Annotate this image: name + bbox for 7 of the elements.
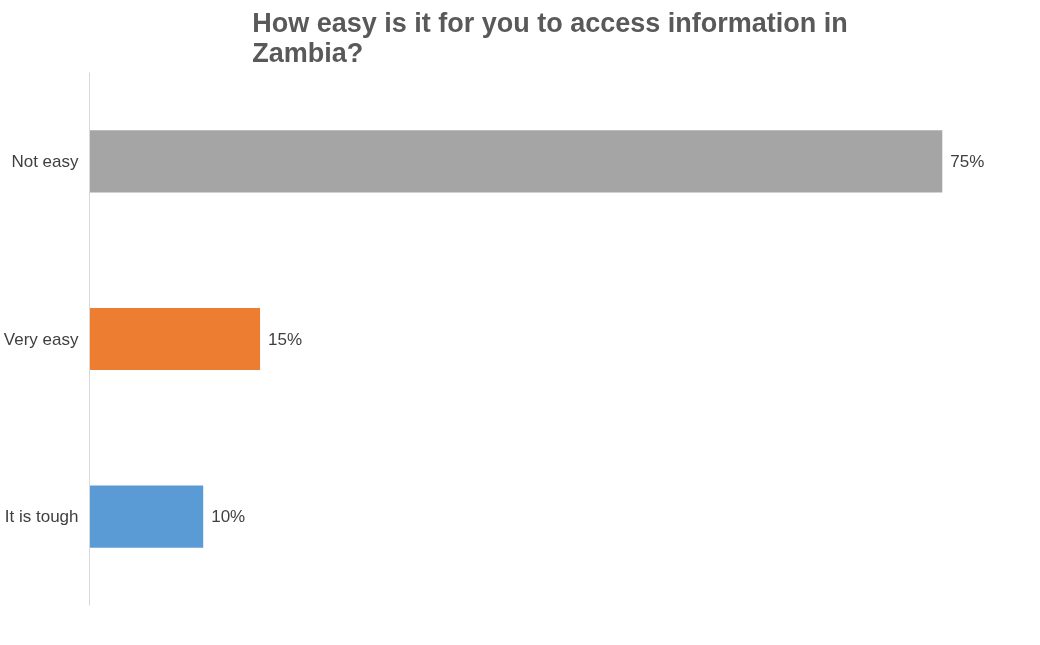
data-label: 10% — [211, 507, 246, 527]
chart-title: How easy is it for you to access information in Zambia? — [252, 7, 848, 68]
data-label: 15% — [268, 329, 303, 349]
data-label: 75% — [950, 151, 985, 171]
y-tick-label: It is tough — [4, 507, 79, 527]
y-tick-label: Very easy — [3, 329, 79, 349]
y-tick-label: Not easy — [11, 151, 79, 171]
